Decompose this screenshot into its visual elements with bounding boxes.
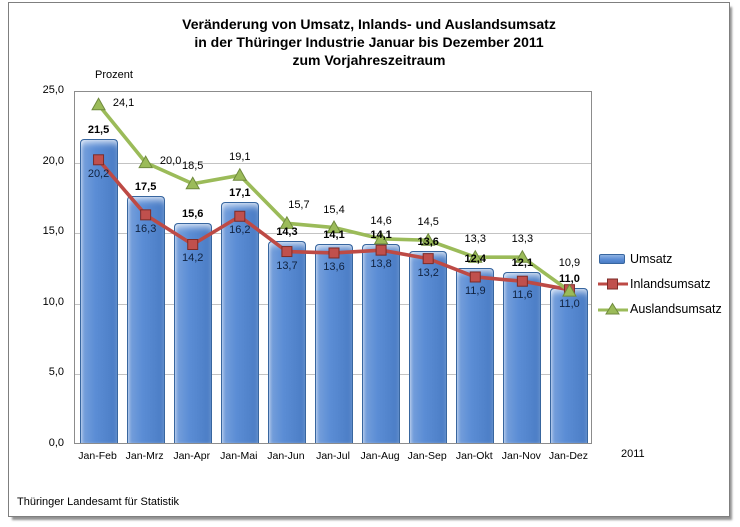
bar-value-label: 14,1 (370, 228, 392, 241)
bar (503, 272, 542, 443)
inland-value-label: 13,2 (417, 266, 439, 279)
bar-value-label: 12,4 (464, 252, 486, 265)
inland-value-label: 16,3 (134, 222, 157, 235)
bar-value-label: 17,1 (229, 186, 251, 199)
x-tick-label: Jan-Jul (316, 450, 350, 462)
gridline (75, 162, 591, 164)
inland-value-label: 13,6 (323, 260, 345, 273)
y-tick-label: 20,0 (42, 154, 64, 167)
triangle-marker-line-icon (598, 302, 628, 316)
inland-value-label: 16,2 (229, 224, 251, 237)
ausland-value-label: 13,3 (511, 233, 534, 246)
inland-value-label: 13,8 (370, 258, 392, 271)
inland-value-label: 13,7 (276, 259, 298, 272)
x-tick-label: Jan-Dez (548, 450, 589, 462)
chart-title-line-1: Veränderung von Umsatz, Inlands- und Aus… (182, 16, 556, 32)
bar-value-label: 13,6 (417, 235, 439, 248)
x-tick-label: Jan-Jun (267, 450, 305, 462)
bar (362, 243, 401, 443)
ausland-value-label: 10,9 (558, 257, 581, 270)
ausland-value-label: 13,3 (464, 233, 486, 246)
ausland-value-label: 19,1 (229, 151, 251, 164)
bar-value-label: 15,6 (182, 207, 204, 220)
legend-item-inlandsumsatz: Inlandsumsatz (598, 271, 722, 296)
bar-value-label: 14,1 (323, 228, 345, 241)
bar-value-label: 14,3 (276, 226, 298, 239)
inland-value-label: 11,0 (559, 297, 580, 310)
ausland-value-label: 15,4 (323, 203, 345, 216)
y-tick-label: 15,0 (42, 225, 64, 238)
plot-area: 21,5 17,5 15,6 17,1 14,3 14,1 14,1 13,6 12,4 12,1… (74, 91, 592, 444)
ausland-value-label: 14,6 (370, 214, 392, 227)
source-attribution: Thüringer Landesamt für Statistik (17, 496, 180, 508)
legend-label-inlandsumsatz: Inlandsumsatz (630, 276, 711, 291)
bar-series-icon (598, 252, 628, 266)
inland-value-label: 11,6 (512, 289, 533, 302)
bar-value-label: 11,0 (559, 272, 580, 285)
chart-title-line-3: zum Vorjahreszeitraum (292, 52, 446, 68)
x-tick-label: Jan-Sep (407, 450, 447, 462)
y-tick-label: 10,0 (42, 295, 64, 308)
bar (315, 243, 353, 443)
bar-value-label: 17,5 (134, 180, 157, 193)
bar (267, 241, 306, 443)
x-tick-label: Jan-Mai (220, 450, 258, 462)
line-series-layer (91, 97, 577, 297)
bar-value-label: 12,1 (511, 257, 534, 270)
x-tick-label: Jan-Nov (501, 450, 541, 462)
bar (220, 201, 259, 443)
x-tick-label: Jan-Feb (78, 450, 117, 462)
square-marker-line-icon (598, 277, 628, 291)
inland-value-label: 11,9 (464, 284, 486, 297)
x-tick-label: Jan-Aug (360, 450, 400, 462)
x-tick-label: Jan-Okt (455, 450, 493, 462)
x-tick-label: Jan-Apr (173, 450, 211, 462)
bar (173, 222, 212, 443)
x-axis-year-label: 2011 (621, 448, 645, 460)
bar (79, 139, 118, 443)
legend-label-auslandsumsatz: Auslandsumsatz (630, 301, 722, 316)
bar (126, 195, 165, 443)
y-tick-label: 5,0 (48, 366, 64, 379)
y-axis-unit-label: Prozent (95, 69, 133, 81)
inland-value-label: 14,2 (182, 252, 204, 265)
ausland-value-label: 24,1 (112, 96, 135, 109)
bar (409, 250, 448, 443)
bar (456, 267, 495, 443)
x-tick-label: Jan-Mrz (125, 450, 164, 462)
legend-label-umsatz: Umsatz (630, 251, 673, 266)
ausland-value-label: 18,5 (182, 159, 204, 172)
legend-item-auslandsumsatz: Auslandsumsatz (598, 296, 722, 321)
legend: Umsatz Inlandsumsatz Aus (598, 246, 722, 321)
chart-title-line-2: in der Thüringer Industrie Januar bis De… (194, 34, 544, 50)
legend-item-umsatz: Umsatz (598, 246, 722, 271)
chart-frame: Veränderung von Umsatz, Inlands- und Aus… (8, 2, 730, 517)
bar-value-label: 21,5 (87, 124, 110, 137)
inland-value-label: 20,2 (87, 167, 110, 180)
ausland-value-label: 20,0 (159, 154, 182, 167)
gridline (75, 233, 591, 235)
chart-title: Veränderung von Umsatz, Inlands- und Aus… (9, 15, 729, 69)
y-tick-label: 25,0 (42, 84, 64, 96)
bar (550, 287, 589, 443)
ausland-value-label: 14,5 (417, 216, 439, 229)
y-tick-label: 0,0 (48, 437, 64, 449)
ausland-value-label: 15,7 (288, 199, 310, 212)
